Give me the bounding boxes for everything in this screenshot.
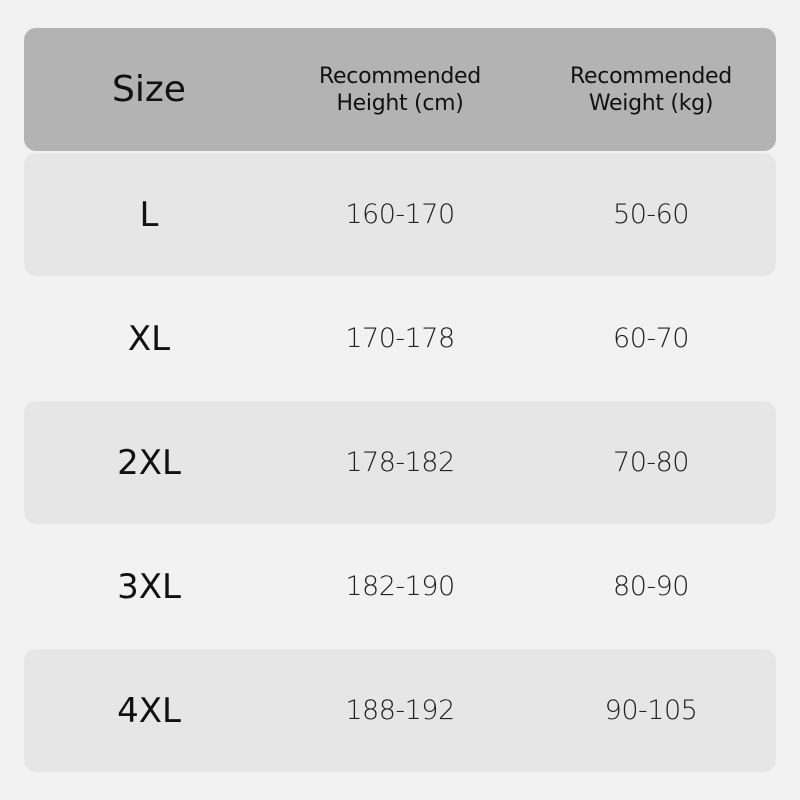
table-row: 2XL 178-182 70-80	[24, 401, 776, 524]
header-height: Recommended Height (cm)	[319, 63, 481, 117]
height-cell: 188-192	[345, 695, 455, 726]
size-cell: 3XL	[117, 566, 181, 607]
weight-cell: 50-60	[613, 199, 689, 230]
size-cell: XL	[127, 318, 171, 359]
weight-cell: 90-105	[604, 695, 698, 726]
height-cell: 160-170	[345, 199, 455, 230]
height-cell: 170-178	[345, 323, 455, 354]
weight-cell: 80-90	[613, 571, 689, 602]
header-weight-line2: Weight (kg)	[588, 90, 714, 116]
height-cell: 182-190	[345, 571, 455, 602]
table-header: Size Recommended Height (cm) Recommended…	[24, 28, 776, 151]
header-weight-line1: Recommended	[570, 63, 732, 89]
header-weight: Recommended Weight (kg)	[570, 63, 732, 117]
table-row: XL 170-178 60-70	[24, 277, 776, 400]
size-cell: 2XL	[117, 442, 181, 483]
weight-cell: 70-80	[613, 447, 689, 478]
size-cell: 4XL	[117, 690, 181, 731]
size-cell: L	[139, 194, 159, 235]
table-row: 3XL 182-190 80-90	[24, 525, 776, 648]
header-size: Size	[112, 69, 186, 110]
table-row: L 160-170 50-60	[24, 153, 776, 276]
weight-cell: 60-70	[613, 323, 689, 354]
header-height-line1: Recommended	[319, 63, 481, 89]
header-height-line2: Height (cm)	[336, 90, 464, 116]
table-row: 4XL 188-192 90-105	[24, 649, 776, 772]
height-cell: 178-182	[345, 447, 455, 478]
